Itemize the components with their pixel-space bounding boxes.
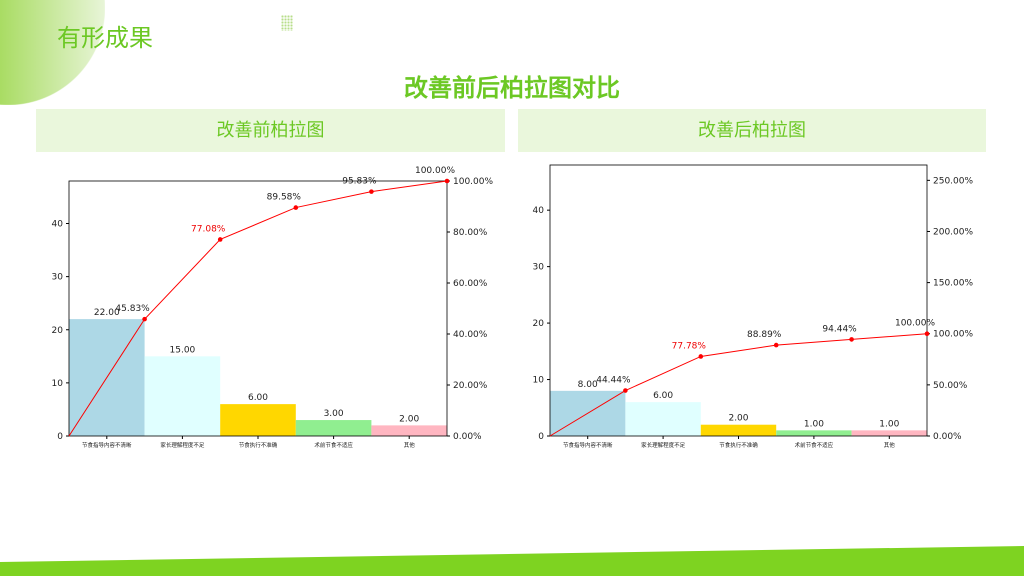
cumulative-point [849, 337, 854, 342]
pareto-charts: 22.00 节食指导内容不清晰 15.00 家长理解程度不足 6.00 节食执行不准确 3.… [52, 164, 973, 449]
y-tick-label: 40 [52, 220, 64, 230]
decor-dots [281, 15, 293, 31]
cumulative-point [293, 205, 299, 210]
bar-value-label: 2.00 [399, 414, 419, 424]
y2-tick-label: 250.00% [933, 176, 973, 186]
cumulative-label: 77.78% [672, 341, 707, 351]
cumulative-label: 95.83% [342, 177, 377, 187]
plot-frame [68, 180, 448, 437]
y2-tick-label: 50.00% [933, 381, 968, 391]
bar [295, 420, 372, 436]
y2-tick-label: 0.00% [933, 432, 962, 442]
y2-tick-label: 100.00% [933, 330, 973, 340]
panel-after-title: 改善后柏拉图 [518, 109, 986, 152]
cumulative-label: 44.44% [596, 376, 631, 386]
cumulative-label: 89.58% [267, 193, 302, 203]
bar-value-label: 6.00 [248, 393, 268, 403]
panel-before-title: 改善前柏拉图 [36, 109, 505, 152]
bar-value-label: 8.00 [578, 380, 598, 390]
x-tick-label: 术前节食不适应 [314, 441, 353, 449]
bar [371, 425, 447, 436]
y-tick-label: 40 [533, 206, 545, 216]
bar [220, 404, 296, 436]
y-tick-label: 20 [533, 319, 545, 329]
x-tick-label: 节食执行不准确 [239, 441, 278, 449]
x-tick-label: 家长理解程度不足 [641, 441, 686, 449]
decor-circle [0, 0, 105, 105]
x-tick-label: 其他 [884, 441, 896, 449]
x-tick-label: 节食执行不准确 [719, 441, 758, 449]
bar-value-label: 3.00 [324, 409, 344, 419]
bar [144, 356, 221, 436]
cumulative-label: 100.00% [895, 319, 935, 329]
x-tick-label: 其他 [404, 441, 416, 449]
bar [851, 430, 927, 436]
y-tick-label: 0 [538, 432, 544, 442]
cumulative-point [924, 331, 930, 337]
bar-value-label: 15.00 [170, 345, 196, 355]
bottom-wave [0, 546, 1024, 576]
cumulative-label: 77.08% [191, 224, 226, 234]
bar-value-label: 6.00 [653, 391, 673, 401]
cumulative-point [444, 178, 450, 184]
y2-tick-label: 150.00% [933, 279, 973, 289]
cumulative-label: 45.83% [115, 304, 150, 314]
bar-value-label: 1.00 [879, 419, 899, 429]
x-tick-label: 节食指导内容不清晰 [563, 441, 613, 449]
main-title: 改善前后柏拉图对比 [404, 74, 620, 102]
cumulative-point [369, 189, 374, 194]
bar-value-label: 2.00 [728, 414, 748, 424]
cumulative-point [623, 388, 628, 393]
cumulative-point [698, 354, 704, 359]
bar-value-label: 1.00 [804, 419, 824, 429]
y2-tick-label: 60.00% [453, 279, 488, 289]
y2-tick-label: 0.00% [453, 432, 482, 442]
y-tick-label: 30 [533, 263, 545, 273]
y-tick-label: 10 [52, 379, 64, 389]
cumulative-label: 100.00% [415, 166, 455, 176]
plot-frame [549, 164, 928, 437]
bar-value-label: 22.00 [94, 308, 120, 318]
y-tick-label: 0 [57, 432, 63, 442]
y2-tick-label: 100.00% [453, 177, 493, 187]
cumulative-label: 88.89% [747, 330, 782, 340]
bar [776, 430, 852, 436]
y2-tick-label: 200.00% [933, 227, 973, 237]
y-tick-label: 20 [52, 326, 64, 336]
y2-tick-label: 20.00% [453, 381, 488, 391]
bar [625, 402, 701, 436]
x-tick-label: 节食指导内容不清晰 [82, 441, 132, 449]
cumulative-label: 94.44% [822, 324, 857, 334]
cumulative-point [142, 316, 147, 322]
cumulative-line [68, 180, 448, 437]
page-title: 有形成果 [57, 24, 153, 52]
x-tick-label: 家长理解程度不足 [160, 441, 205, 449]
y2-tick-label: 80.00% [453, 228, 488, 238]
bar [700, 424, 777, 436]
cumulative-point [217, 237, 223, 242]
x-tick-label: 术前节食不适应 [795, 441, 834, 449]
y-tick-label: 10 [533, 376, 545, 386]
y2-tick-label: 40.00% [453, 330, 488, 340]
y-tick-label: 30 [52, 273, 64, 283]
cumulative-point [773, 342, 779, 348]
cumulative-line [549, 333, 928, 437]
